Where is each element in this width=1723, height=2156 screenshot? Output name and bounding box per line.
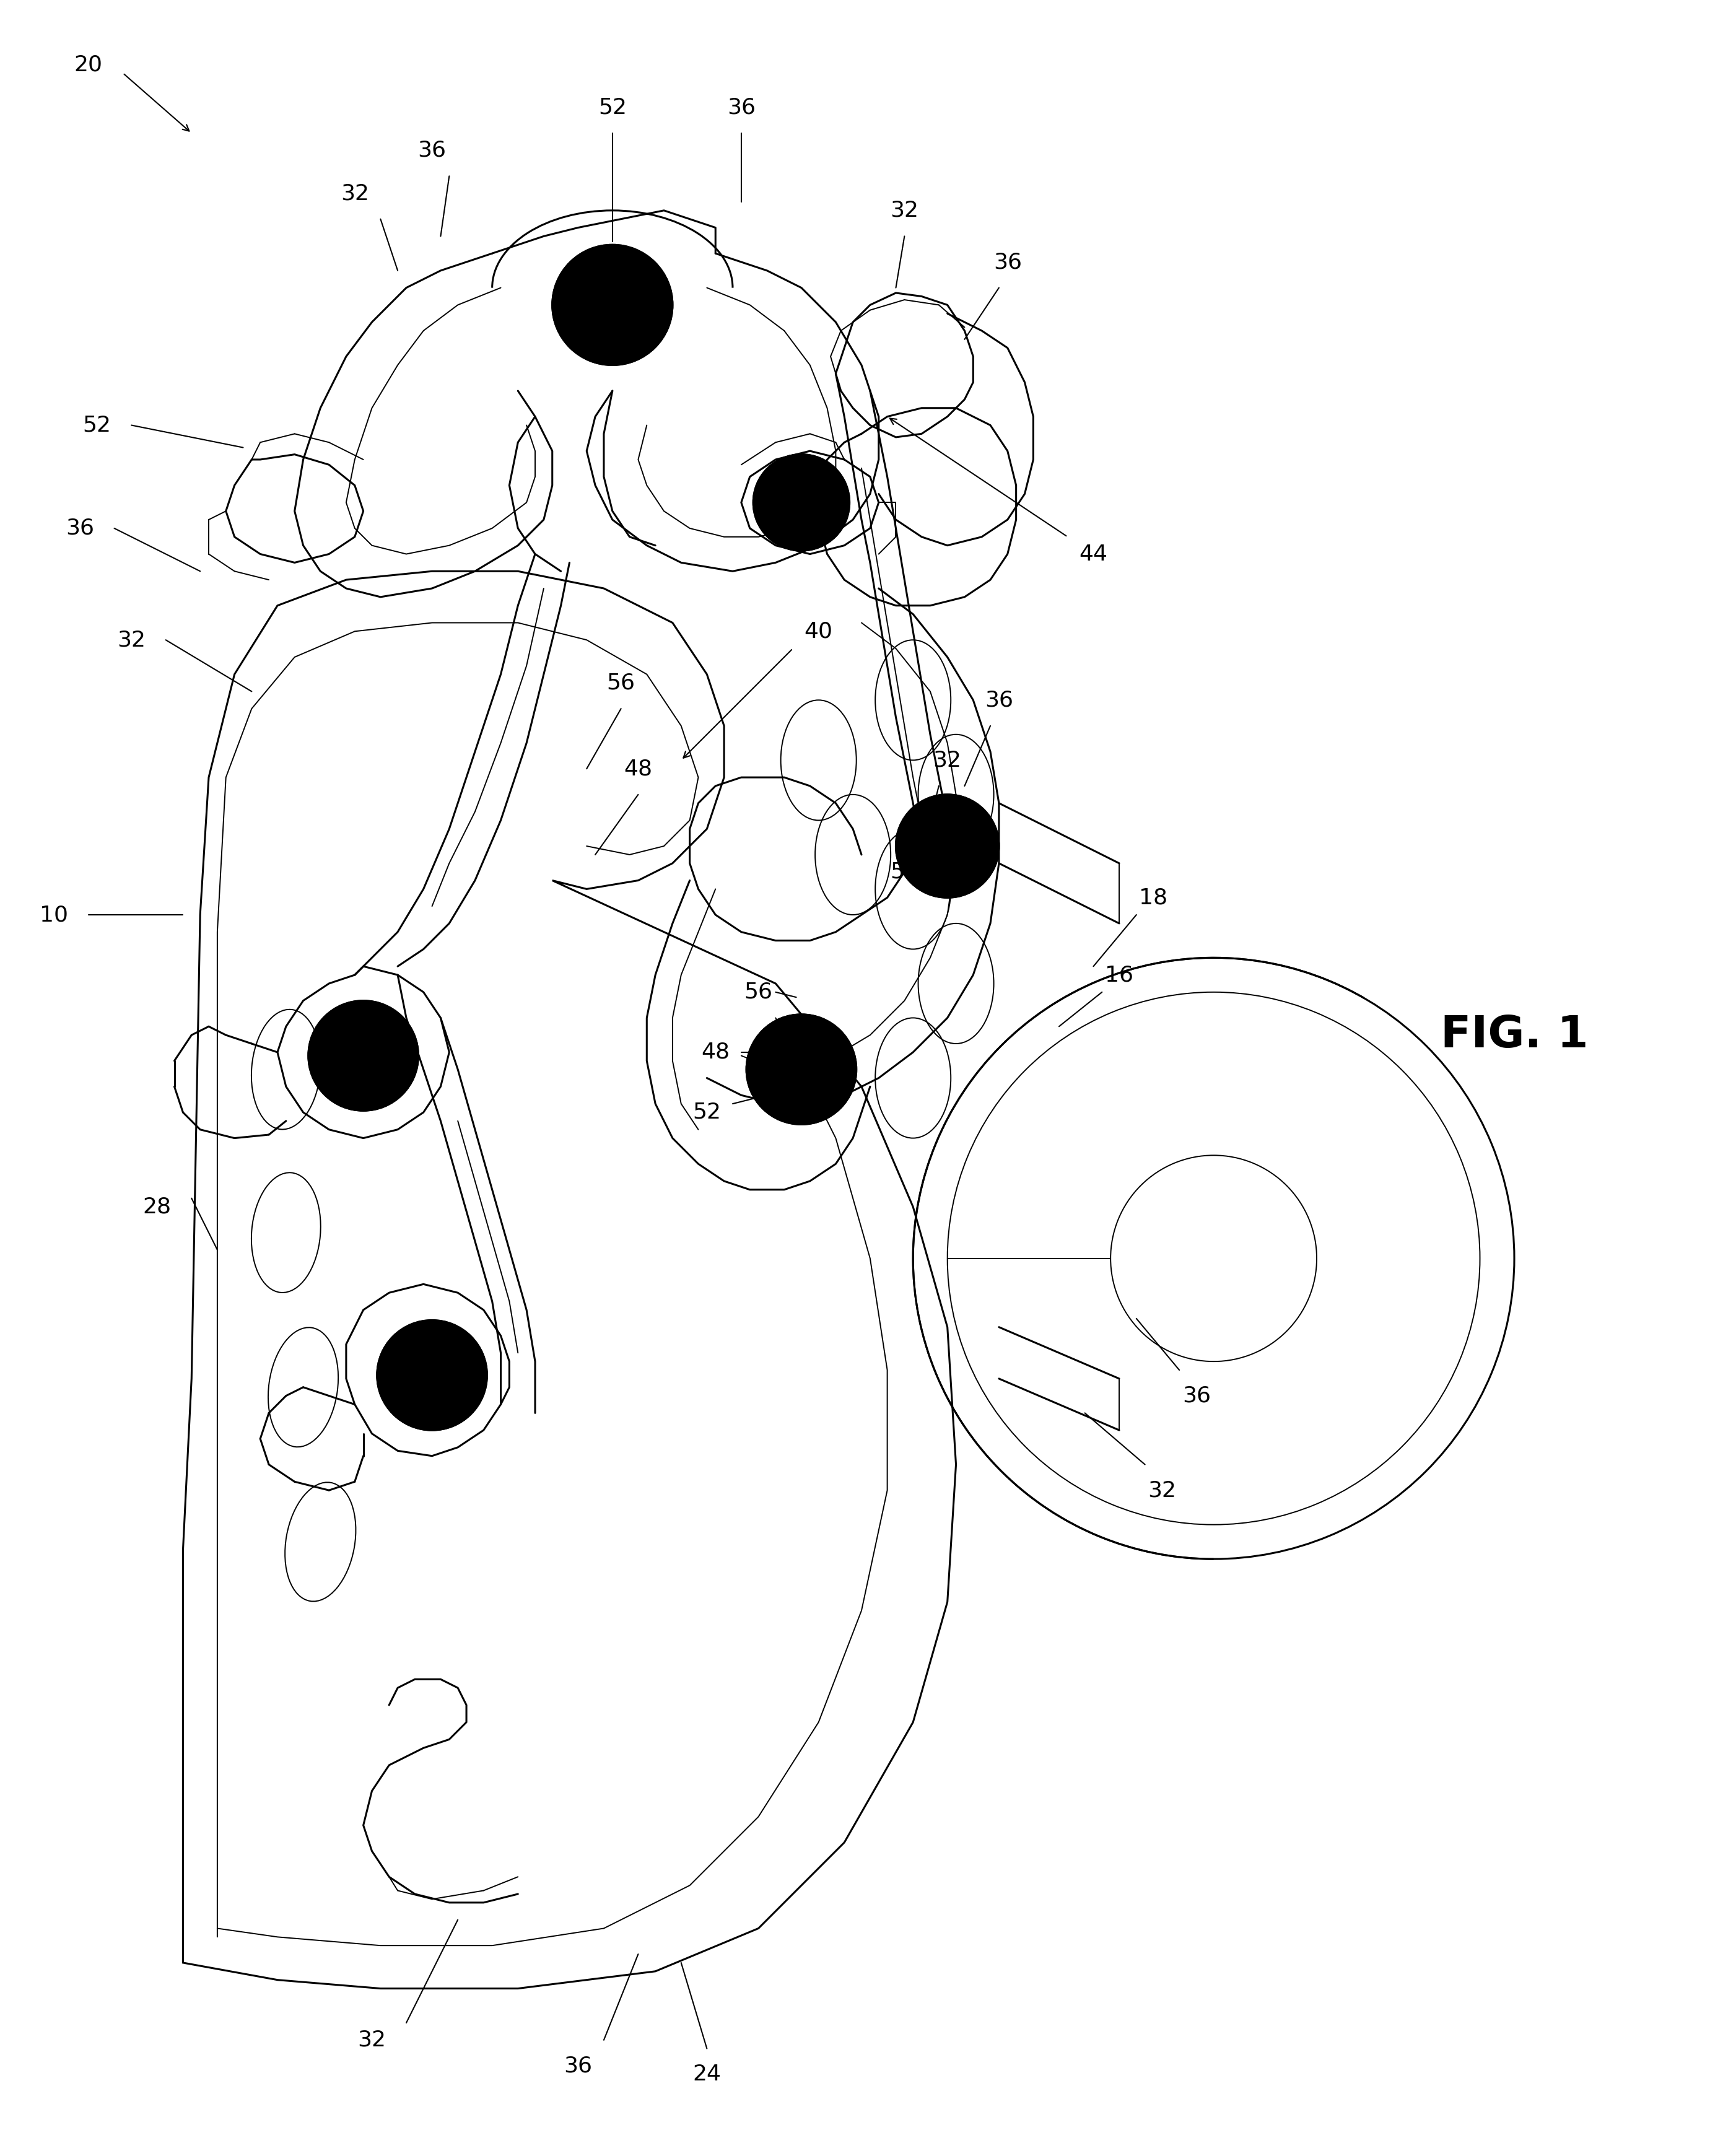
Text: 10: 10 (40, 903, 69, 925)
Circle shape (308, 1000, 419, 1110)
Text: 52: 52 (83, 414, 112, 436)
Text: 24: 24 (693, 2063, 722, 2085)
Text: 32: 32 (358, 2029, 386, 2050)
Circle shape (377, 1319, 488, 1429)
Text: 36: 36 (563, 2055, 593, 2076)
Text: 36: 36 (65, 517, 95, 539)
Text: 48: 48 (624, 759, 653, 778)
Text: 36: 36 (992, 252, 1022, 272)
Text: 28: 28 (143, 1197, 172, 1218)
Text: 32: 32 (891, 201, 918, 220)
Text: 32: 32 (341, 183, 369, 205)
Text: 32: 32 (117, 630, 146, 651)
Text: 40: 40 (805, 621, 832, 642)
Text: 18: 18 (1139, 886, 1168, 908)
Text: 36: 36 (1182, 1386, 1211, 1406)
Text: 52: 52 (891, 862, 918, 882)
Text: 52: 52 (693, 1102, 722, 1123)
Text: 32: 32 (1148, 1479, 1177, 1501)
Text: 16: 16 (1104, 964, 1134, 985)
Circle shape (753, 455, 849, 550)
Text: 36: 36 (417, 140, 446, 162)
Circle shape (896, 796, 999, 897)
Text: 56: 56 (606, 673, 636, 694)
Text: 52: 52 (598, 97, 627, 119)
Text: 20: 20 (74, 54, 103, 75)
Text: 48: 48 (701, 1041, 731, 1063)
Text: 36: 36 (727, 97, 755, 119)
Text: 56: 56 (744, 981, 772, 1003)
Text: 36: 36 (984, 690, 1013, 711)
Text: FIG. 1: FIG. 1 (1440, 1013, 1589, 1056)
Circle shape (746, 1015, 856, 1125)
Text: 32: 32 (934, 750, 961, 770)
Circle shape (553, 246, 672, 364)
Text: 44: 44 (1079, 543, 1108, 565)
